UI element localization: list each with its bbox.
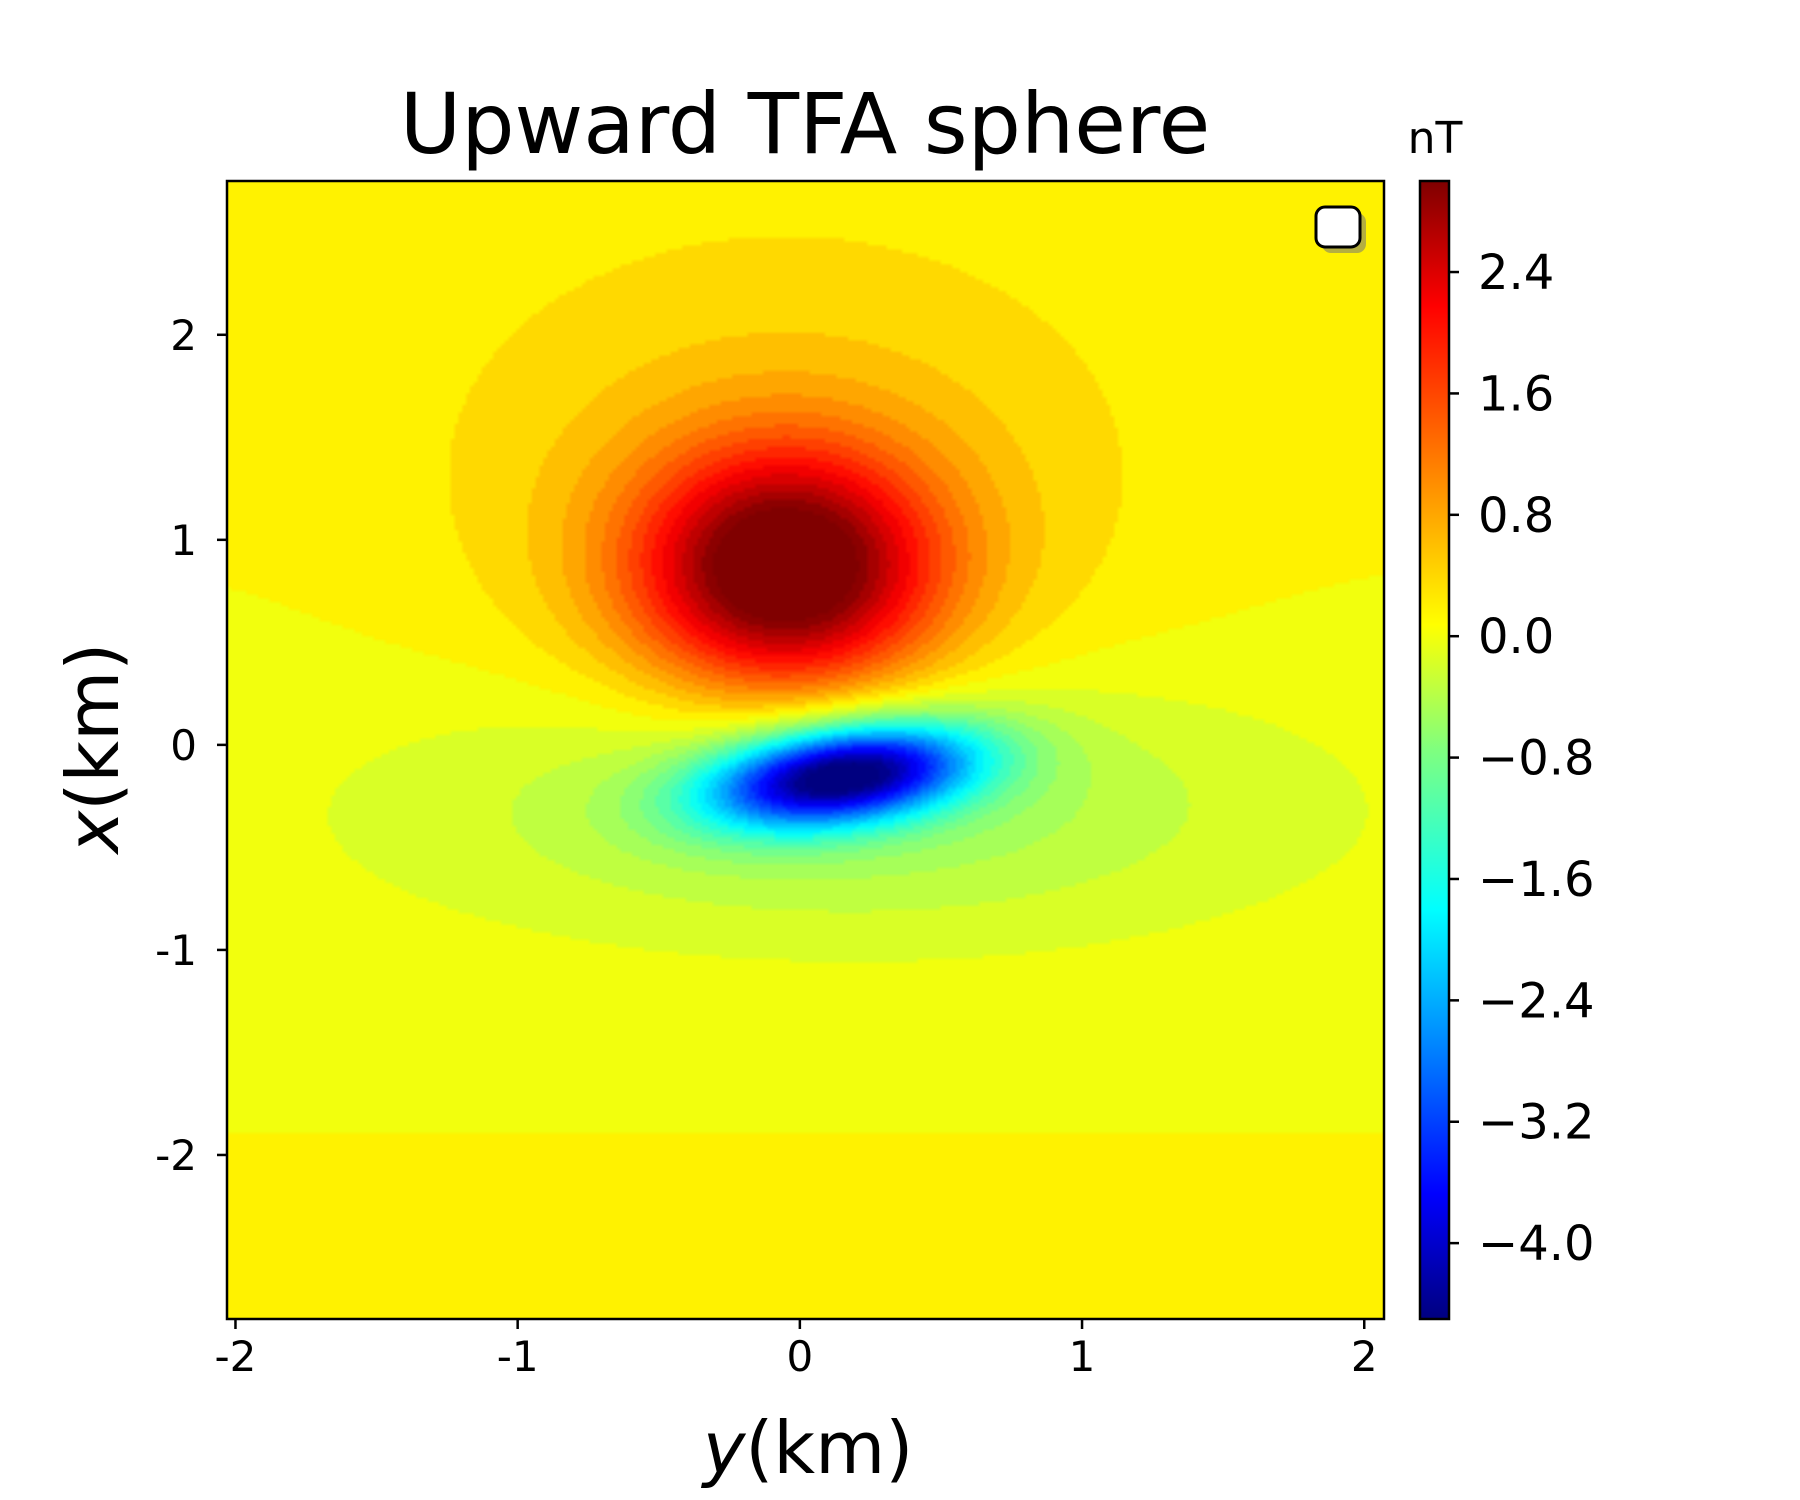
colorbar-tick-label: 1.6 — [1478, 366, 1554, 422]
colorbar-gradient — [1418, 179, 1451, 1321]
x-axis-ticks: -2 -1 0 1 2 — [215, 1319, 1378, 1381]
colorbar-tick-label: −2.4 — [1478, 973, 1595, 1029]
x-tick-label: 2 — [1351, 1332, 1378, 1381]
y-tick-label: 1 — [170, 516, 197, 565]
colorbar: 2.4 1.6 0.8 0.0 −0.8 −1.6 −2.4 −3.2 −4.0 nT — [1408, 113, 1595, 1321]
y-tick-label: 2 — [170, 311, 197, 360]
colorbar-tick-label: −3.2 — [1478, 1095, 1595, 1151]
y-axis-label: x(km) — [51, 643, 135, 856]
heatmap-field — [227, 181, 1384, 1319]
chart-title: Upward TFA sphere — [400, 75, 1211, 173]
x-tick-label: -2 — [215, 1332, 257, 1381]
colorbar-tick-label: −4.0 — [1478, 1216, 1595, 1272]
legend-box — [1314, 205, 1366, 253]
x-axis-label: y(km) — [701, 1406, 914, 1490]
colorbar-ticks: 2.4 1.6 0.8 0.0 −0.8 −1.6 −2.4 −3.2 −4.0 — [1449, 245, 1595, 1272]
colorbar-tick-label: −0.8 — [1478, 731, 1595, 787]
x-tick-label: 1 — [1069, 1332, 1096, 1381]
x-tick-label: 0 — [786, 1332, 813, 1381]
colorbar-tick-label: −1.6 — [1478, 852, 1595, 908]
x-tick-label: -1 — [497, 1332, 539, 1381]
plot-area — [225, 179, 1386, 1321]
y-axis-ticks: 2 1 0 -1 -2 — [155, 311, 227, 1180]
colorbar-tick-label: 0.8 — [1478, 488, 1554, 544]
y-tick-label: -1 — [155, 926, 197, 975]
colorbar-tick-label: 0.0 — [1478, 609, 1554, 665]
colorbar-tick-label: 2.4 — [1478, 245, 1554, 301]
colorbar-unit: nT — [1408, 113, 1463, 164]
y-tick-label: -2 — [155, 1131, 197, 1180]
plot-frame — [225, 179, 1386, 1321]
y-tick-label: 0 — [170, 721, 197, 770]
